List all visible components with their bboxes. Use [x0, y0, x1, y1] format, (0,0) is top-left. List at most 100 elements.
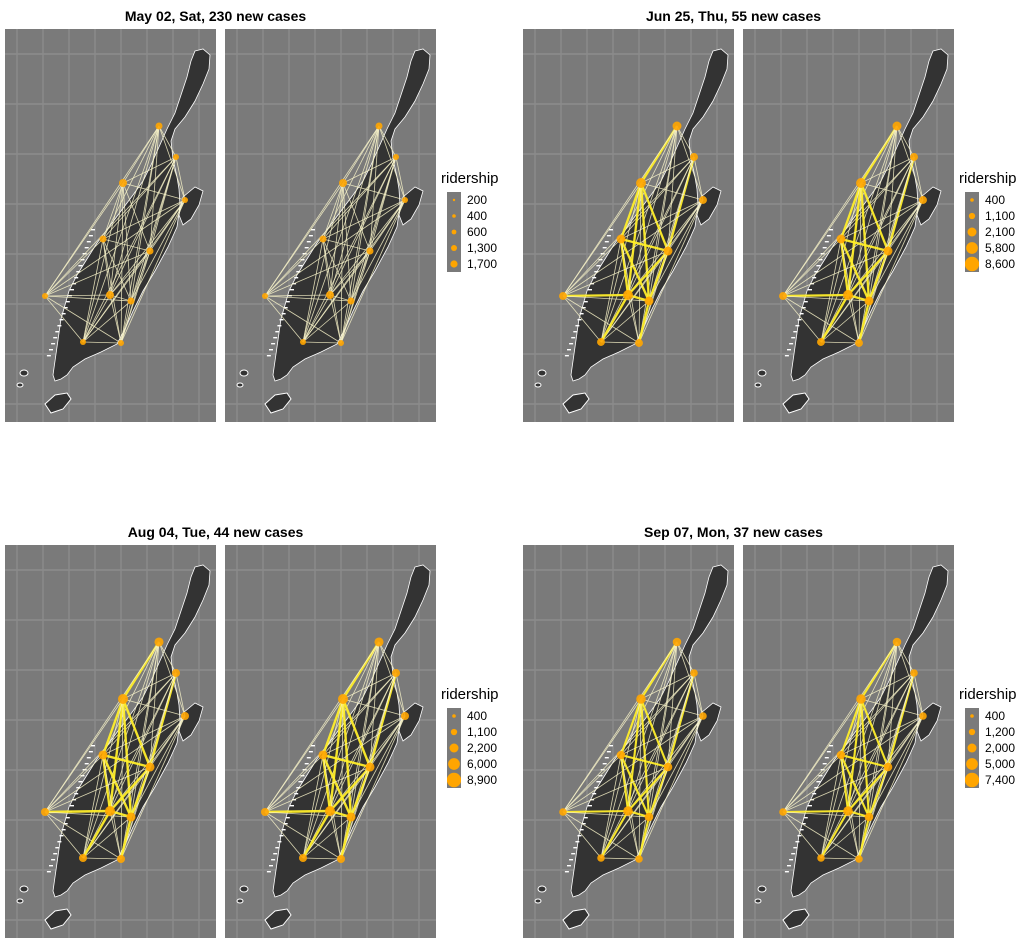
flow-line	[868, 641, 898, 818]
flow-line	[562, 238, 622, 297]
pier	[588, 289, 592, 291]
station-node	[98, 750, 108, 760]
flow-line	[857, 816, 871, 860]
flow-line	[158, 125, 177, 158]
pier	[78, 781, 83, 783]
flow-line	[44, 199, 186, 297]
flow-line	[322, 182, 344, 240]
flow-line	[340, 641, 380, 860]
station-node	[155, 122, 163, 130]
station-node	[672, 637, 682, 647]
flow-line	[782, 754, 842, 813]
flow-line	[562, 811, 640, 860]
flow-line	[102, 641, 160, 756]
station-node	[843, 806, 853, 816]
pier	[579, 313, 584, 315]
flow-line	[782, 182, 862, 297]
pier	[606, 235, 611, 237]
map-svg	[523, 29, 734, 422]
legend-symbol	[448, 758, 460, 770]
legend-symbol	[452, 714, 456, 718]
liberty-island	[757, 369, 767, 377]
flow-line	[562, 766, 669, 813]
flow-line	[562, 295, 650, 302]
pier	[596, 265, 601, 267]
flow-line	[667, 125, 678, 252]
pier	[269, 349, 273, 351]
flow-line	[82, 300, 132, 343]
flow-line	[638, 766, 669, 860]
station-node	[779, 292, 787, 300]
map-panel	[225, 29, 436, 422]
legend-symbol	[451, 245, 457, 251]
map-svg	[743, 29, 954, 422]
flow-line	[619, 238, 630, 296]
pier	[579, 829, 584, 831]
pier	[826, 235, 831, 237]
pier	[592, 793, 597, 795]
legend-label: 1,100	[467, 725, 498, 739]
ellis-island	[236, 382, 244, 388]
flow-line	[102, 753, 151, 769]
pier	[46, 871, 51, 873]
roosevelt-shoreline	[178, 186, 204, 226]
flow-line	[149, 125, 160, 252]
station-node	[856, 178, 866, 188]
flow-line	[847, 715, 924, 812]
legend-label: 400	[467, 709, 488, 723]
flow-line	[130, 250, 151, 302]
pier	[797, 835, 802, 837]
flow-line	[329, 199, 406, 296]
flow-line	[82, 341, 122, 344]
station-node	[375, 122, 383, 130]
legend-key	[965, 708, 979, 788]
legend-symbol	[966, 242, 978, 254]
pier	[49, 865, 53, 867]
flow-line	[782, 295, 870, 302]
legend-label: 400	[985, 709, 1006, 723]
flow-line	[264, 295, 342, 344]
flow-line	[175, 156, 186, 201]
flow-line	[600, 125, 678, 343]
station-node	[559, 292, 567, 300]
flow-line	[782, 672, 915, 813]
station-node	[154, 637, 164, 647]
flow-line	[339, 816, 353, 860]
flow-line	[264, 766, 371, 813]
flow-line	[122, 698, 186, 717]
flow-line	[120, 125, 160, 344]
flow-line	[839, 238, 871, 302]
flow-line	[302, 857, 342, 860]
flow-line	[820, 182, 862, 343]
pier	[564, 871, 569, 873]
pier	[51, 859, 56, 861]
flow-line	[108, 698, 125, 812]
pier	[808, 805, 812, 807]
station-node	[919, 712, 927, 720]
station-node	[173, 154, 179, 160]
pier	[604, 757, 609, 759]
legend-key	[447, 708, 461, 788]
pier	[46, 355, 51, 357]
flow-line	[839, 182, 863, 240]
station-node	[391, 668, 401, 678]
pier	[829, 745, 833, 747]
flow-line	[109, 766, 151, 812]
flow-line	[120, 300, 132, 344]
flow-line	[101, 754, 133, 818]
flow-line	[640, 698, 704, 717]
legend-label: 1,200	[985, 725, 1016, 739]
flow-line	[782, 715, 924, 813]
pier	[784, 871, 789, 873]
station-node	[127, 297, 135, 305]
manhattan-island	[52, 564, 211, 898]
flow-line	[626, 182, 643, 296]
station-node	[180, 711, 190, 721]
pier	[304, 247, 309, 249]
flow-line	[44, 125, 160, 297]
flow-line	[342, 182, 406, 201]
flow-line	[840, 672, 915, 756]
pier	[65, 817, 70, 819]
flow-line	[44, 294, 111, 297]
flow-line	[638, 641, 678, 860]
